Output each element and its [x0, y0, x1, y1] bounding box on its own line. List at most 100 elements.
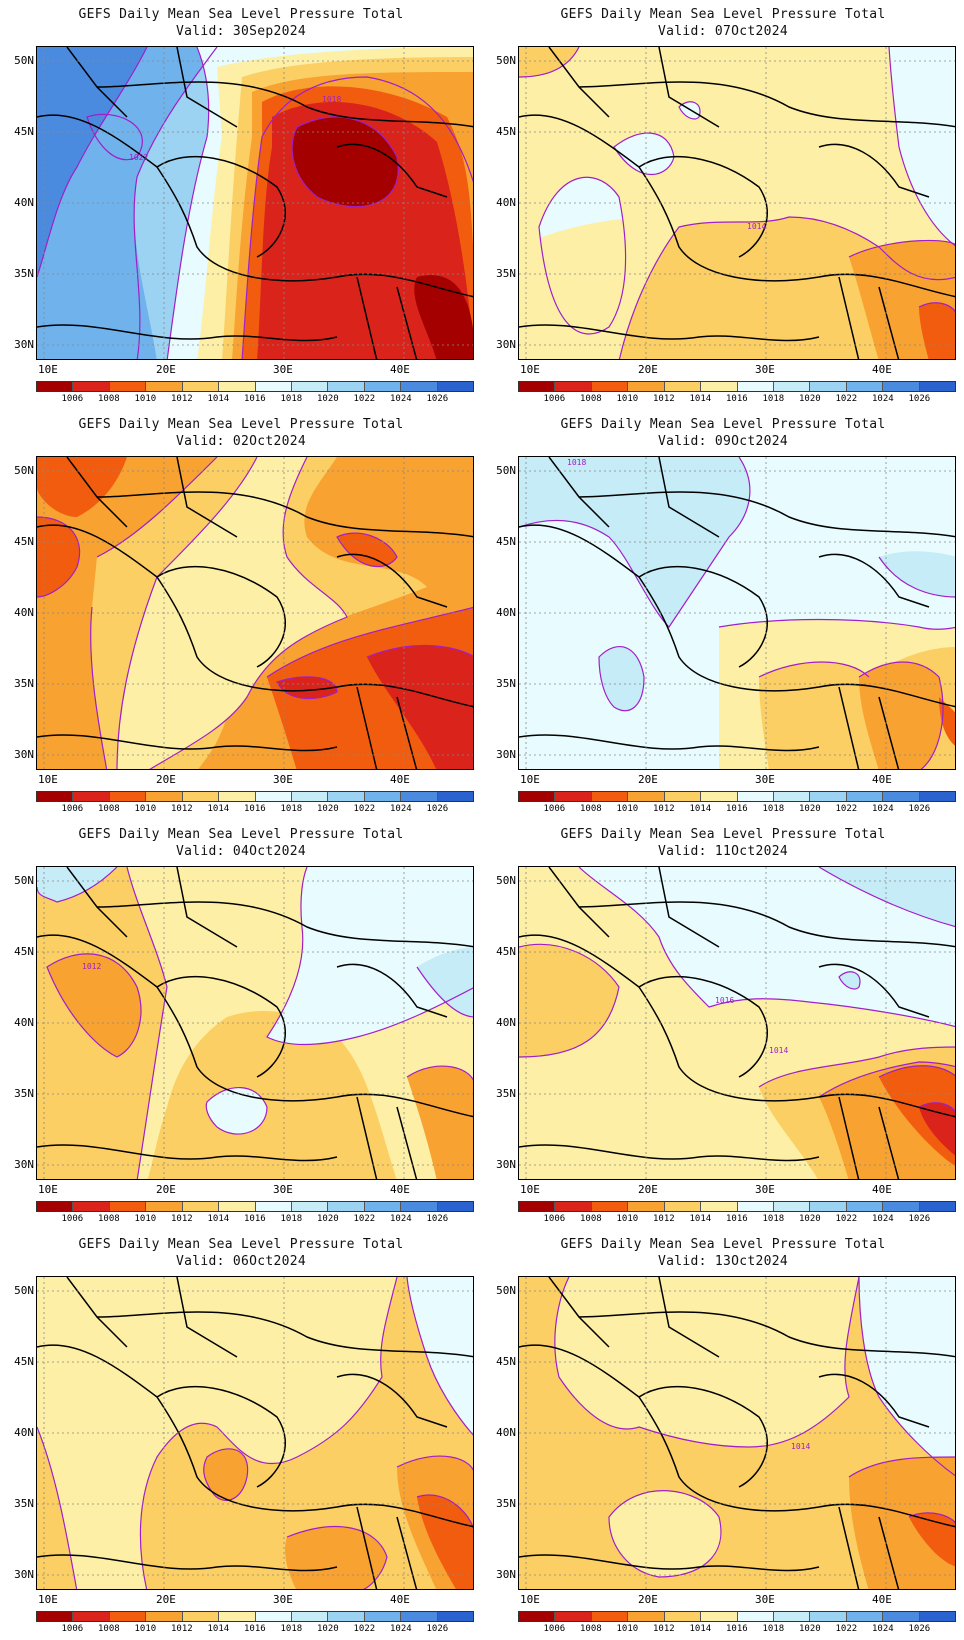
map-panel-1: GEFS Daily Mean Sea Level Pressure Total… [0, 0, 482, 410]
colorbar-swatch [37, 1612, 74, 1621]
colorbar-label: 1016 [726, 804, 748, 814]
title-text: GEFS Daily Mean Sea Level Pressure Total [78, 7, 404, 22]
colorbar-label: 1006 [61, 1624, 84, 1634]
colorbar-label: 1020 [317, 1214, 339, 1224]
colorbar-label: 1018 [762, 1214, 785, 1224]
colorbar-swatch [883, 382, 920, 391]
colorbar-swatch [291, 382, 329, 391]
colorbar-label: 1010 [616, 804, 639, 814]
lat-label: 50N [496, 464, 516, 477]
lat-label: 45N [14, 535, 34, 548]
lat-label: 45N [496, 945, 516, 958]
colorbar-swatch [328, 1612, 365, 1621]
colorbar-swatch [73, 1202, 110, 1211]
pressure-map: 1022 1018 [36, 46, 474, 360]
colorbar-label: 1014 [689, 1214, 712, 1224]
lat-label: 30N [14, 1158, 34, 1171]
lat-label: 45N [14, 125, 34, 138]
map-panel-4: GEFS Daily Mean Sea Level Pressure Total… [482, 410, 964, 820]
lat-label: 35N [14, 1087, 34, 1100]
colorbar-swatch [328, 382, 365, 391]
colorbar-swatch [737, 1202, 774, 1211]
contour-label: 1014 [747, 222, 766, 231]
colorbar-swatch [328, 792, 365, 801]
colorbar-label: 1010 [134, 394, 157, 404]
colorbar-label: 1026 [908, 1624, 931, 1634]
map-panel-7: GEFS Daily Mean Sea Level Pressure Total… [0, 1230, 482, 1640]
title-text: GEFS Daily Mean Sea Level Pressure Total [560, 7, 886, 22]
colorbar-swatch [737, 792, 774, 801]
pressure-map: 1012 [36, 866, 474, 1180]
lon-label: 10E [520, 363, 540, 376]
colorbar-label: 1012 [653, 804, 675, 814]
colorbar-label: 1006 [61, 804, 84, 814]
contour-label: 1022 [129, 153, 148, 162]
title-text: GEFS Daily Mean Sea Level Pressure Total [560, 1237, 886, 1252]
colorbar-label: 1026 [426, 394, 449, 404]
lon-label: 30E [273, 1593, 293, 1606]
colorbar-label: 1006 [543, 1624, 566, 1634]
colorbar-swatch [37, 792, 74, 801]
colorbar-label: 1026 [426, 804, 449, 814]
colorbar-swatch [146, 1612, 183, 1621]
colorbar-swatch [810, 1202, 847, 1211]
contour-label: 1018 [567, 458, 586, 467]
colorbar-label: 1026 [908, 804, 931, 814]
lat-label: 35N [496, 1087, 516, 1100]
colorbar-swatch [401, 382, 438, 391]
colorbar-swatch [364, 1202, 402, 1211]
lat-label: 45N [496, 1355, 516, 1368]
colorbar-swatch [291, 1612, 329, 1621]
title-text: GEFS Daily Mean Sea Level Pressure Total [78, 417, 404, 432]
colorbar [518, 1611, 956, 1622]
lon-label: 10E [520, 1183, 540, 1196]
colorbar-label: 1008 [580, 394, 602, 404]
colorbar-label: 1016 [244, 1624, 266, 1634]
contour-label: 1014 [769, 1046, 788, 1055]
lat-label: 50N [14, 1284, 34, 1297]
lat-label: 50N [14, 464, 34, 477]
lat-label: 30N [14, 338, 34, 351]
lat-label: 40N [496, 1016, 516, 1029]
lat-label: 30N [14, 1568, 34, 1581]
colorbar-swatch [664, 1202, 702, 1211]
colorbar-swatch [919, 382, 956, 391]
colorbar-label: 1014 [689, 394, 712, 404]
pressure-map [36, 456, 474, 770]
lat-label: 45N [496, 535, 516, 548]
colorbar [518, 381, 956, 392]
lon-label: 30E [273, 1183, 293, 1196]
colorbar-swatch [919, 1612, 956, 1621]
colorbar-swatch [846, 382, 884, 391]
lat-label: 35N [14, 267, 34, 280]
colorbar-swatch [883, 1612, 920, 1621]
colorbar-label: 1020 [317, 1624, 339, 1634]
colorbar-label: 1010 [134, 804, 157, 814]
colorbar-label: 1024 [390, 1214, 412, 1224]
lat-label: 45N [14, 1355, 34, 1368]
colorbar-swatch [591, 1202, 629, 1211]
lon-label: 40E [390, 773, 410, 786]
colorbar-label: 1008 [98, 1624, 120, 1634]
colorbar-swatch [701, 382, 738, 391]
colorbar-swatch [810, 1612, 847, 1621]
colorbar-swatch [364, 382, 402, 391]
colorbar [36, 381, 474, 392]
colorbar-label: 1026 [908, 1214, 931, 1224]
colorbar-swatch [146, 1202, 183, 1211]
colorbar-swatch [519, 1612, 556, 1621]
colorbar-label: 1022 [353, 804, 376, 814]
colorbar-swatch [109, 382, 147, 391]
colorbar-swatch [401, 792, 438, 801]
colorbar-label: 1014 [207, 804, 230, 814]
lon-label: 20E [156, 363, 176, 376]
colorbar-label: 1008 [580, 1624, 602, 1634]
colorbar-label: 1010 [134, 1624, 157, 1634]
lat-label: 40N [496, 196, 516, 209]
colorbar-swatch [555, 1612, 592, 1621]
colorbar-label: 1008 [98, 394, 120, 404]
colorbar-label: 1016 [244, 804, 266, 814]
colorbar-label: 1018 [280, 1624, 303, 1634]
valid-date: Valid: 02Oct2024 [175, 434, 307, 449]
colorbar-label: 1020 [799, 1214, 821, 1224]
